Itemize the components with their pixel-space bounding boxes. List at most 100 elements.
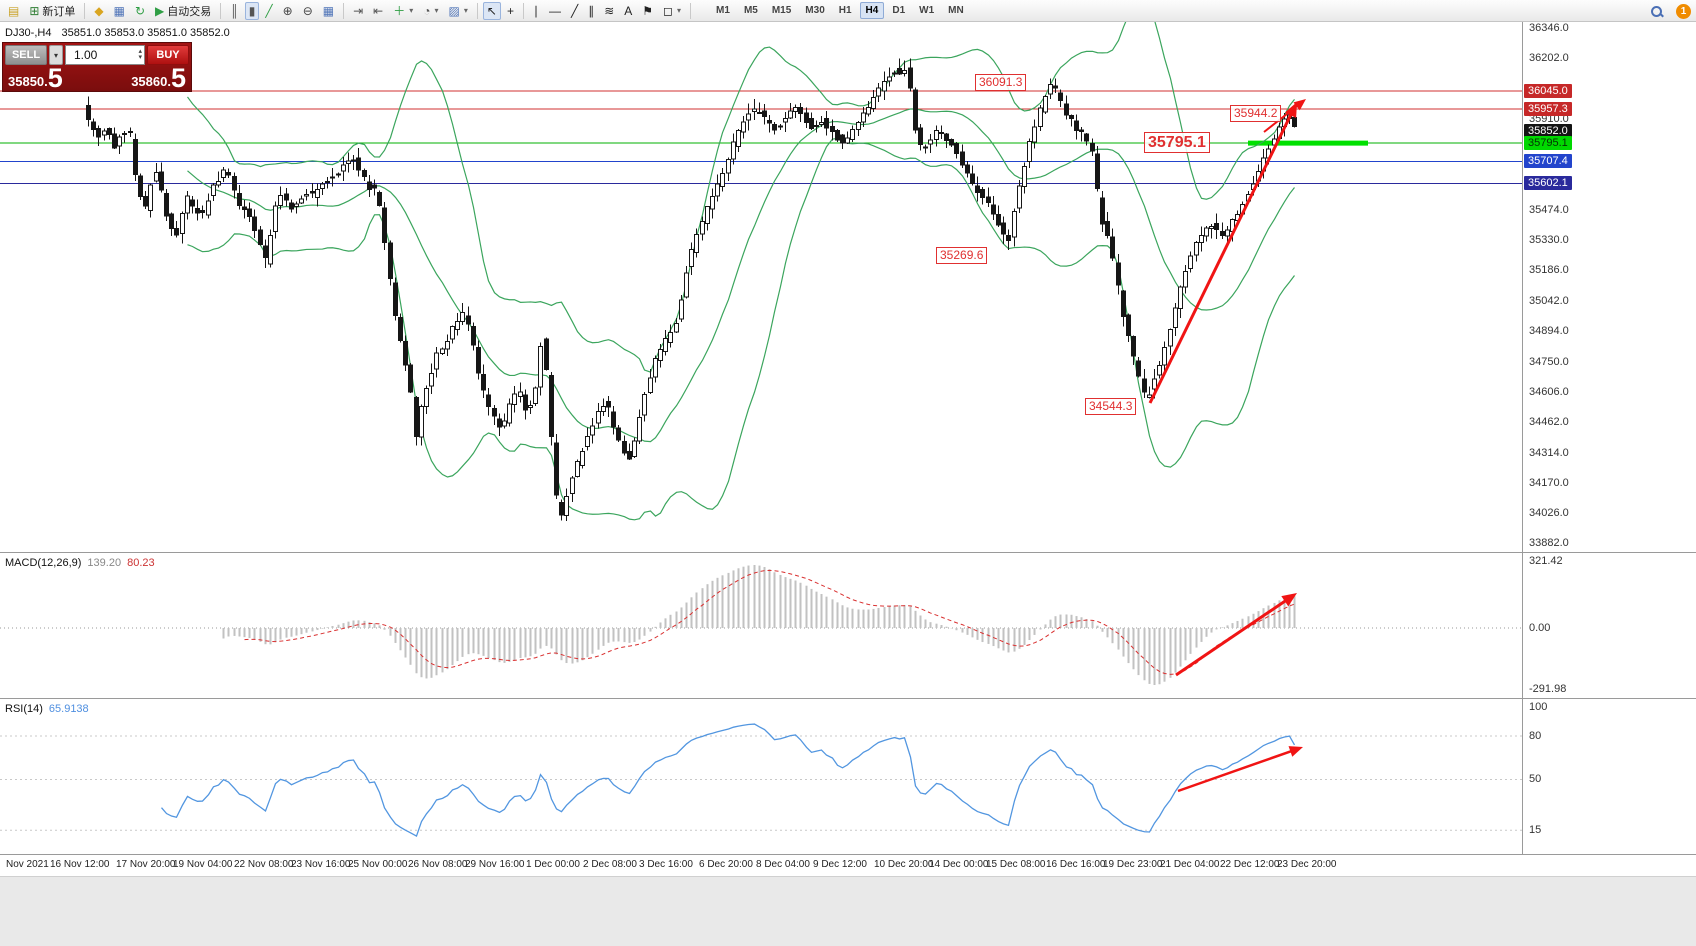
toolbar-separator (220, 2, 222, 19)
time-axis-label: 9 Dec 12:00 (813, 859, 867, 870)
lot-increase[interactable]: ▴ (138, 48, 142, 55)
price-annotation[interactable]: 35269.6 (936, 247, 988, 264)
fibonacci-icon[interactable]: ≋ (600, 2, 618, 20)
rsi-panel[interactable]: RSI(14) 65.9138 100 80 50 15 (0, 698, 1696, 854)
time-axis-label: Nov 2021 (6, 859, 49, 870)
data-window-icon-glyph: ▦ (113, 3, 125, 18)
arrows-tool-icon[interactable]: ⚑ (638, 2, 657, 20)
lot-decrease[interactable]: ▾ (138, 54, 142, 61)
data-window-icon[interactable]: ▦ (110, 2, 129, 20)
shapes-icon-dropdown[interactable]: ▾ (677, 6, 682, 15)
price-annotation[interactable]: 36091.3 (975, 74, 1027, 91)
chart-window-icon[interactable]: ▤ (4, 2, 23, 20)
templates-icon[interactable]: ▨ ▾ (445, 2, 472, 20)
auto-trading-button[interactable]: ▶ 自动交易 (151, 2, 215, 20)
trend-arrow[interactable] (1177, 746, 1303, 793)
price-axis-label: 33882.0 (1529, 537, 1569, 549)
timeframe-M15[interactable]: M15 (771, 5, 792, 16)
price-axis-label: 36346.0 (1529, 22, 1569, 34)
trendline-icon-glyph: ╱ (570, 3, 579, 18)
timeframe-group: M1 M5 M15 M30 H1 H4 D1 W1 MN (709, 2, 971, 19)
trend-arrow[interactable] (1263, 99, 1306, 133)
lot-preset-dropdown[interactable]: ▾ (49, 45, 63, 65)
main-chart-panel[interactable]: 36091.3 35944.2 35795.1 35269.6 34544.3 DJ30… (0, 0, 1696, 552)
price-annotation[interactable]: 35795.1 (1144, 132, 1210, 153)
candlestick-chart-icon[interactable]: ▮ (244, 1, 260, 20)
auto-scroll-icon[interactable]: ⇥ (349, 2, 367, 20)
axis-separator (1522, 22, 1523, 552)
timeframe-W1[interactable]: W1 (919, 5, 935, 16)
price-axis-label: 34750.0 (1529, 355, 1569, 368)
price-axis-label: 34606.0 (1529, 385, 1569, 398)
search-button[interactable] (1646, 2, 1667, 20)
time-axis-label: 16 Dec 16:00 (1046, 859, 1106, 870)
metaeditor-icon[interactable]: ◆ (90, 2, 107, 20)
timeframe-H4[interactable]: H4 (859, 2, 885, 19)
chart-title: DJ30-,H4 35851.0 35853.0 35851.0 35852.0 (5, 27, 237, 39)
periods-icon-dropdown[interactable]: ▾ (434, 6, 439, 15)
bar-chart-icon-glyph: ║ (230, 3, 239, 18)
crosshair-icon-glyph: + (506, 3, 514, 18)
buy-price[interactable]: 35860. 5 (131, 65, 186, 92)
price-tag[interactable]: 36045.0 (1524, 83, 1572, 98)
timeframe-M30[interactable]: M30 (805, 5, 825, 16)
price-axis-label: 34026.0 (1529, 506, 1569, 519)
indicators-icon-dropdown[interactable]: ▾ (409, 6, 414, 15)
macd-panel[interactable]: MACD(12,26,9) 139.20 80.23 321.42 0.00 -291.… (0, 552, 1696, 698)
price-axis-label: 35330.0 (1529, 234, 1569, 247)
price-annotation[interactable]: 34544.3 (1085, 398, 1137, 415)
candlestick-chart[interactable] (0, 0, 1696, 552)
price-axis-label: 35186.0 (1529, 264, 1569, 277)
price-tag[interactable]: 35795.1 (1524, 136, 1572, 151)
lot-stepper[interactable]: ▴ ▾ (138, 48, 142, 61)
cursor-icon[interactable]: ↖ (482, 1, 501, 20)
price-annotation[interactable]: 35944.2 (1230, 105, 1282, 122)
trend-arrow[interactable] (1175, 593, 1297, 677)
shapes-icon[interactable]: ◻ ▾ (659, 2, 685, 20)
notification-badge[interactable]: 1 (1676, 3, 1691, 19)
lot-size-input[interactable]: 1.00 ▴ ▾ (65, 45, 145, 65)
timeframe-M1[interactable]: M1 (716, 5, 730, 16)
zoom-in-icon[interactable]: ⊕ (279, 2, 297, 20)
periods-icon[interactable]: ◔ ▾ (419, 2, 442, 20)
price-tag[interactable]: 35957.3 (1524, 102, 1572, 117)
templates-icon-dropdown[interactable]: ▾ (463, 6, 468, 15)
auto-trading-button-label: 自动交易 (167, 5, 212, 18)
bar-chart-icon[interactable]: ║ (226, 2, 243, 20)
crosshair-icon[interactable]: + (503, 2, 518, 20)
time-axis[interactable]: Nov 2021 16 Nov 12:00 17 Nov 20:00 19 Nov 0… (0, 854, 1696, 876)
timeframe-D1[interactable]: D1 (892, 5, 906, 16)
rsi-scale-label: 80 (1529, 730, 1542, 742)
indicators-icon[interactable]: ＋ ▾ (389, 2, 417, 20)
time-axis-label: 16 Nov 12:00 (50, 859, 110, 870)
price-tag[interactable]: 35602.1 (1524, 176, 1572, 191)
sell-price[interactable]: 35850. 5 (8, 65, 63, 92)
time-axis-label: 22 Dec 12:00 (1220, 859, 1280, 870)
zoom-out-icon[interactable]: ⊖ (299, 2, 317, 20)
toolbar-separator (522, 2, 524, 19)
tile-windows-icon-glyph: ▦ (322, 3, 335, 18)
macd-scale-label: 0.00 (1529, 622, 1551, 634)
timeframe-H1[interactable]: H1 (838, 5, 852, 16)
new-order-button-label: 新订单 (42, 5, 76, 18)
time-axis-label: 21 Dec 04:00 (1160, 859, 1220, 870)
chart-shift-icon[interactable]: ⇤ (369, 2, 387, 20)
time-axis-label: 23 Dec 20:00 (1277, 859, 1337, 870)
channel-icon-glyph: ∥ (588, 3, 595, 18)
new-order-button[interactable]: ⊞ 新订单 (25, 2, 79, 20)
channel-icon[interactable]: ∥ (584, 2, 598, 20)
tile-windows-icon[interactable]: ▦ (319, 2, 338, 20)
trendline-icon[interactable]: ╱ (567, 2, 582, 20)
price-tag[interactable]: 35852.0 (1524, 124, 1572, 139)
refresh-icon[interactable]: ↻ (131, 2, 149, 20)
vertical-line-icon[interactable]: ∣ (529, 2, 543, 20)
sell-button[interactable]: SELL (5, 45, 47, 65)
price-tag[interactable]: 35707.4 (1524, 154, 1572, 169)
text-icon[interactable]: A (620, 2, 636, 20)
price-axis-label: 36202.0 (1529, 52, 1569, 65)
line-chart-icon[interactable]: ╱ (261, 2, 276, 20)
timeframe-MN[interactable]: MN (948, 5, 964, 16)
buy-button[interactable]: BUY (147, 45, 189, 65)
horizontal-line-icon[interactable]: — (545, 2, 565, 20)
timeframe-M5[interactable]: M5 (743, 5, 758, 16)
